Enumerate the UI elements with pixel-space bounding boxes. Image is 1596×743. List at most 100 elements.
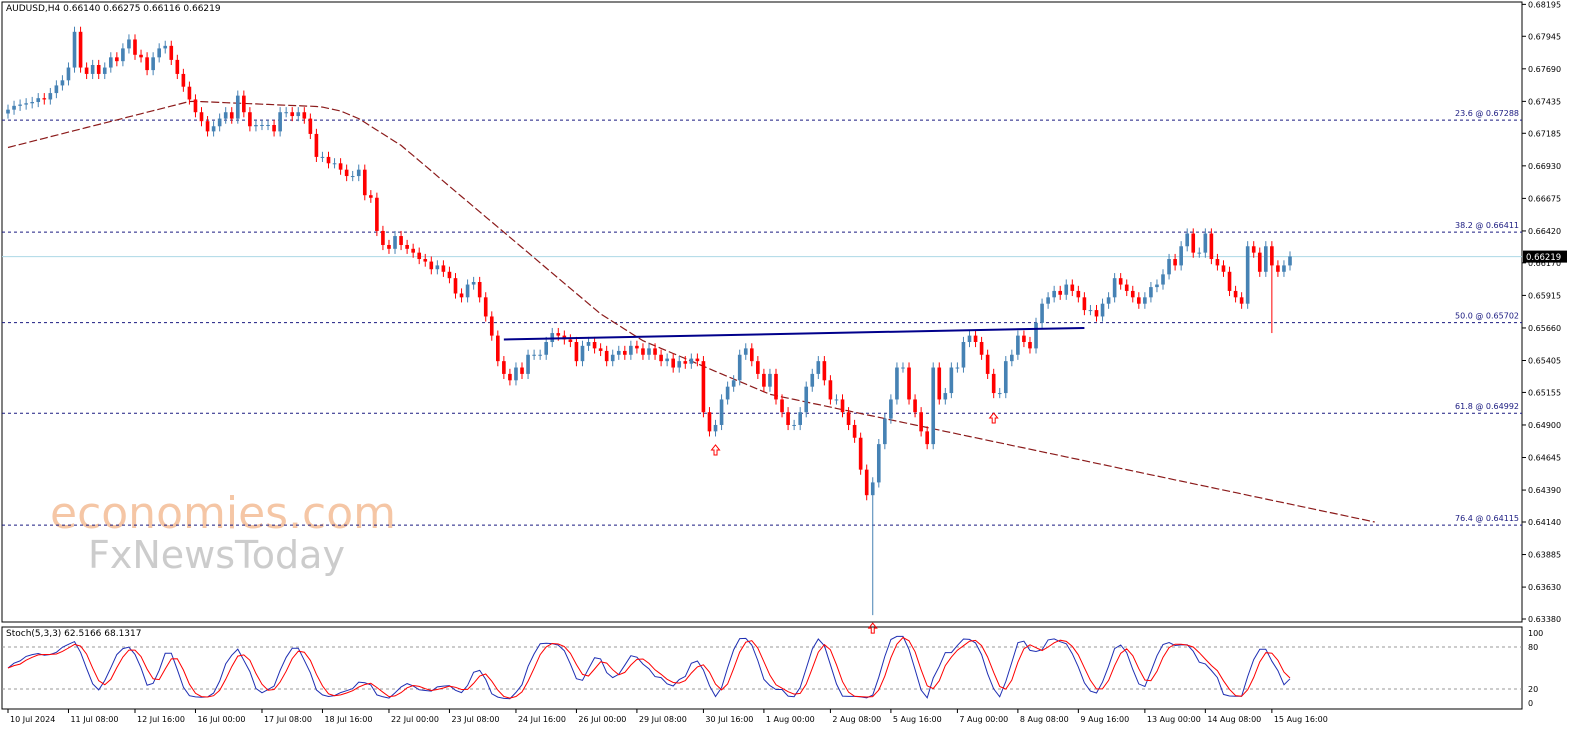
candle-body [1106, 297, 1111, 304]
x-tick-label: 24 Jul 16:00 [518, 715, 566, 724]
candle-body [749, 348, 754, 362]
candle-body [1143, 297, 1147, 304]
candle-body [895, 367, 899, 400]
candle-body [1203, 233, 1208, 253]
moving-average [7, 100, 1375, 523]
candle-body [798, 412, 802, 425]
x-tick-label: 17 Jul 08:00 [264, 715, 312, 724]
x-tick-label: 2 Aug 08:00 [832, 715, 881, 724]
y-tick-label: 0.64140 [1528, 518, 1561, 527]
candle-body [1094, 310, 1099, 317]
x-tick-label: 11 Jul 08:00 [70, 715, 118, 724]
candle-body [1064, 284, 1069, 295]
candle-body [465, 284, 470, 298]
candle-body [1088, 310, 1093, 312]
y-tick-label: 0.64900 [1528, 421, 1561, 430]
candle-body [1076, 290, 1081, 298]
watermark-economies: economies.com [50, 488, 396, 539]
candle-body [417, 252, 422, 260]
candle-body [308, 118, 313, 134]
candle-body [369, 195, 373, 198]
candle-body [24, 103, 28, 105]
candle-body [689, 358, 694, 364]
candle-body [302, 112, 307, 119]
candle-body [1034, 322, 1038, 349]
candle-body [1233, 290, 1238, 298]
up-arrow-icon [867, 622, 878, 634]
candle-body [883, 418, 887, 445]
candle-body [96, 64, 101, 74]
candle-body [435, 265, 440, 270]
candle-body [54, 85, 59, 94]
candle-body [1016, 335, 1020, 355]
candle-body [36, 98, 41, 103]
candle-body [447, 271, 452, 279]
candle-body [102, 67, 107, 74]
candle-body [641, 348, 645, 355]
candle-body [429, 261, 434, 270]
candle-body [290, 112, 295, 117]
candle-body [979, 341, 984, 355]
candle-body [84, 67, 89, 74]
candle-body [284, 112, 288, 114]
candle-body [115, 57, 119, 62]
chart-header: AUDUSD,H4 0.66140 0.66275 0.66116 0.6621… [6, 4, 221, 14]
candle-body [205, 121, 210, 132]
candle-body [193, 99, 198, 113]
time-axis: 10 Jul 2024 11 Jul 08:00 12 Jul 16:00 16 Ju… [7, 709, 1328, 724]
candle-body [955, 367, 960, 369]
candle-body [1046, 297, 1050, 304]
candle-body [502, 361, 506, 374]
candle-body [362, 169, 367, 196]
candle-body [1282, 265, 1286, 272]
y-tick-label: 0.68195 [1528, 0, 1561, 9]
candle-body [580, 345, 585, 362]
candle-body [665, 358, 669, 362]
candle-body [1215, 259, 1220, 266]
candle-body [695, 358, 700, 362]
candle-body [211, 126, 216, 132]
candles [6, 26, 1292, 616]
candle-body [671, 358, 676, 368]
candle-body [66, 67, 71, 81]
candle-body [604, 350, 609, 362]
stochastic-panel: 100 80 20 0 [2, 629, 1543, 708]
candle-body [332, 163, 337, 165]
candle-body [266, 124, 270, 126]
chart-frame [1, 1, 1523, 710]
candle-body [520, 367, 524, 374]
x-tick-label: 29 Jul 08:00 [639, 715, 687, 724]
candle-body [1197, 252, 1202, 254]
candle-body [774, 373, 778, 400]
candle-body [1209, 233, 1214, 260]
candle-body [556, 333, 561, 336]
candle-body [489, 316, 494, 336]
candle-body [647, 348, 651, 355]
candle-body [592, 341, 597, 349]
candle-body [973, 335, 978, 342]
candle-body [1149, 287, 1153, 298]
candle-body [320, 156, 325, 158]
y-tick-label: 0.65660 [1528, 324, 1561, 333]
candle-body [616, 350, 621, 355]
candle-body [1179, 246, 1183, 266]
candle-body [496, 335, 500, 362]
x-tick-label: 1 Aug 00:00 [766, 715, 815, 724]
candle-body [889, 399, 893, 419]
candle-body [725, 386, 730, 400]
stoch-tick-label: 0 [1528, 699, 1533, 708]
candle-body [278, 112, 282, 132]
candle-body [1070, 284, 1075, 291]
candle-body [1082, 297, 1087, 311]
candle-body [121, 48, 125, 62]
y-tick-label: 0.66420 [1528, 227, 1561, 236]
candle-body [1155, 284, 1159, 288]
candle-body [913, 399, 917, 413]
candle-body [187, 86, 192, 100]
overlays [503, 326, 1085, 634]
candle-body [707, 412, 712, 432]
candle-body [1118, 278, 1123, 285]
candle-body [326, 156, 331, 164]
candle-body [405, 244, 409, 249]
candle-body [157, 48, 161, 58]
